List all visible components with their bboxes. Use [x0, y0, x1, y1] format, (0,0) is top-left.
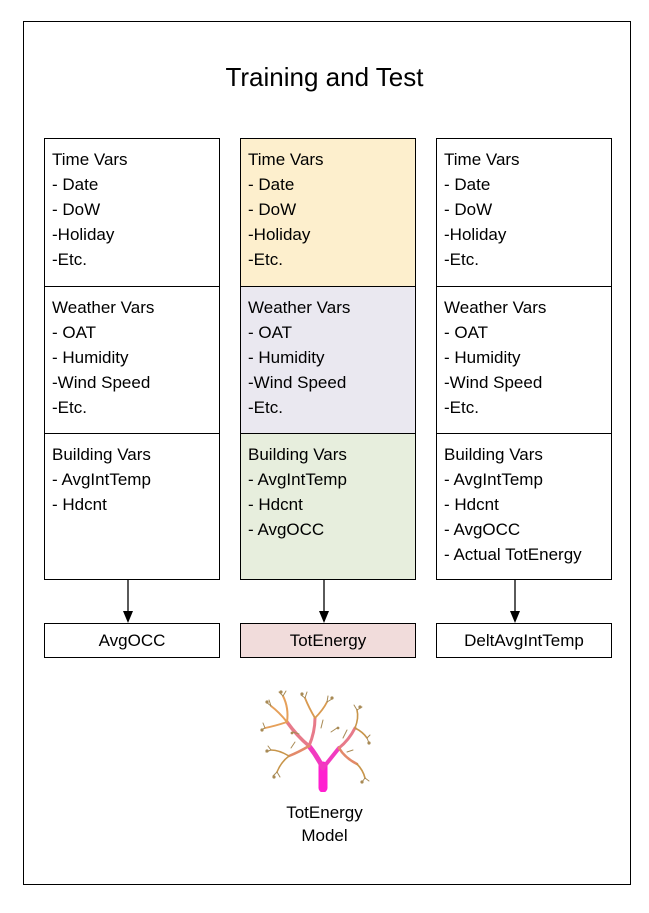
variable-item: - OAT	[248, 323, 293, 342]
variable-column-deltavginttemp: Time Vars - Date - DoW -Holiday -Etc. We…	[436, 138, 612, 580]
time-vars-section: Time Vars - Date - DoW -Holiday -Etc.	[241, 139, 415, 286]
variable-item: -Holiday	[52, 225, 115, 244]
variable-item: - AvgIntTemp	[444, 470, 543, 489]
variable-item: - AvgOCC	[248, 520, 325, 539]
variable-item: -Etc.	[444, 398, 479, 417]
variable-item: -Etc.	[248, 250, 283, 269]
output-box-avgocc: AvgOCC	[44, 623, 220, 658]
variable-item: - Date	[248, 175, 295, 194]
variable-column-avgocc: Time Vars - Date - DoW -Holiday -Etc. We…	[44, 138, 220, 580]
diagram-title: Training and Test	[225, 62, 424, 92]
section-header: Building Vars	[248, 445, 347, 464]
variable-item: -Etc.	[52, 398, 87, 417]
model-label-line1: TotEnergy	[286, 803, 363, 822]
variable-item: - DoW	[52, 200, 101, 219]
section-header: Weather Vars	[52, 298, 155, 317]
section-header: Time Vars	[444, 150, 520, 169]
diagram-frame	[23, 21, 631, 885]
output-box-totenergy: TotEnergy	[240, 623, 416, 658]
variable-item: - Hdcnt	[248, 495, 303, 514]
model-label-line2: Model	[301, 826, 348, 845]
variable-item: -Etc.	[248, 398, 283, 417]
variable-item: - DoW	[248, 200, 297, 219]
decision-tree-icon	[260, 690, 371, 792]
variable-item: - Hdcnt	[444, 495, 499, 514]
section-header: Building Vars	[52, 445, 151, 464]
variable-item: -Etc.	[52, 250, 87, 269]
variable-item: -Etc.	[444, 250, 479, 269]
variable-item: - Humidity	[52, 348, 129, 367]
time-vars-section: Time Vars - Date - DoW -Holiday -Etc.	[45, 139, 219, 286]
building-vars-section: Building Vars - AvgIntTemp - Hdcnt - Avg…	[241, 433, 415, 579]
building-vars-section: Building Vars - AvgIntTemp - Hdcnt	[45, 433, 219, 579]
section-header: Building Vars	[444, 445, 543, 464]
down-arrow-icon	[319, 580, 329, 623]
time-vars-section: Time Vars - Date - DoW -Holiday -Etc.	[437, 139, 611, 286]
weather-vars-section: Weather Vars - OAT - Humidity -Wind Spee…	[437, 286, 611, 433]
building-vars-section: Building Vars - AvgIntTemp - Hdcnt - Avg…	[437, 433, 611, 579]
variable-item: - OAT	[444, 323, 489, 342]
weather-vars-section: Weather Vars - OAT - Humidity -Wind Spee…	[241, 286, 415, 433]
section-header: Time Vars	[52, 150, 128, 169]
weather-vars-section: Weather Vars - OAT - Humidity -Wind Spee…	[45, 286, 219, 433]
variable-column-totenergy: Time Vars - Date - DoW -Holiday -Etc. We…	[240, 138, 416, 580]
section-header: Time Vars	[248, 150, 324, 169]
output-box-deltavginttemp: DeltAvgIntTemp	[436, 623, 612, 658]
variable-item: - Actual TotEnergy	[444, 545, 582, 564]
down-arrow-icon	[510, 580, 520, 623]
variable-item: -Holiday	[444, 225, 507, 244]
variable-item: - Humidity	[444, 348, 521, 367]
section-header: Weather Vars	[248, 298, 351, 317]
variable-item: - AvgIntTemp	[52, 470, 151, 489]
variable-item: - Date	[52, 175, 99, 194]
down-arrow-icon	[123, 580, 133, 623]
variable-item: -Wind Speed	[444, 373, 543, 392]
variable-item: - DoW	[444, 200, 493, 219]
variable-item: -Holiday	[248, 225, 311, 244]
variable-item: -Wind Speed	[248, 373, 347, 392]
variable-item: - AvgIntTemp	[248, 470, 347, 489]
section-header: Weather Vars	[444, 298, 547, 317]
variable-item: - AvgOCC	[444, 520, 521, 539]
variable-item: - Humidity	[248, 348, 325, 367]
variable-item: -Wind Speed	[52, 373, 151, 392]
variable-item: - OAT	[52, 323, 97, 342]
variable-item: - Date	[444, 175, 491, 194]
model-label: TotEnergy Model	[0, 801, 649, 847]
variable-item: - Hdcnt	[52, 495, 107, 514]
